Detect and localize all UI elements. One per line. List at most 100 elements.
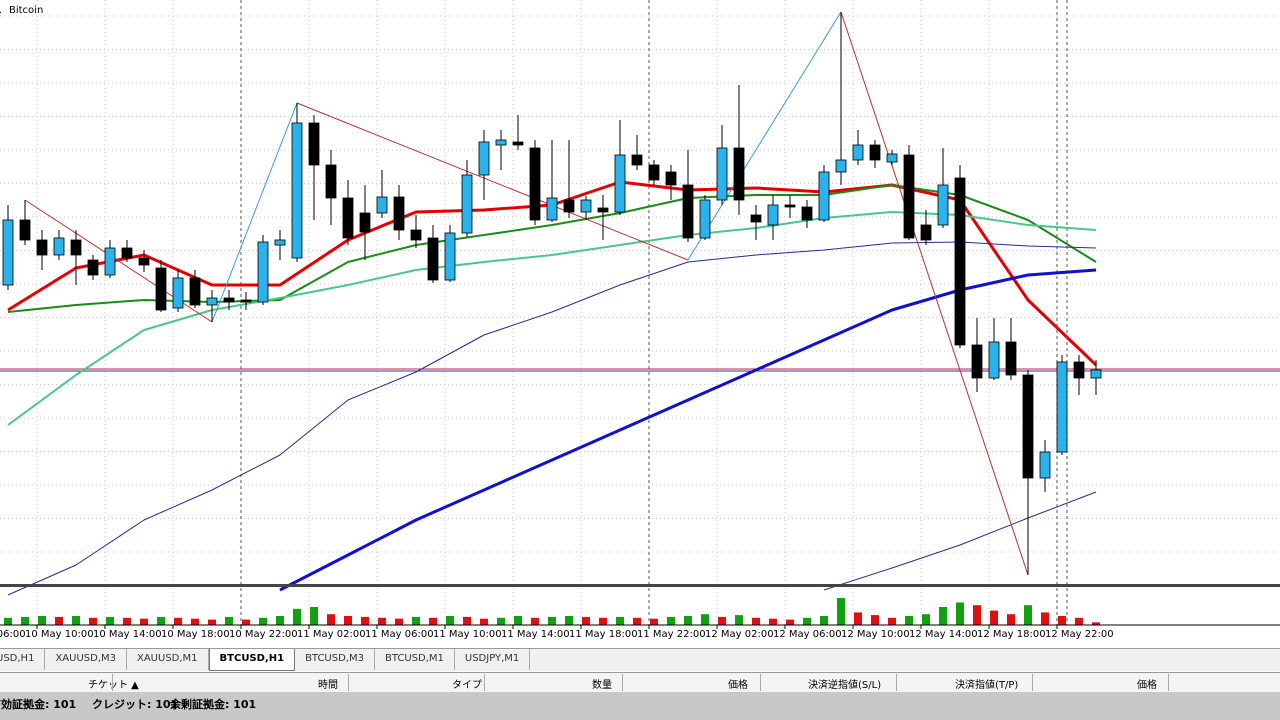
- volume-bar: [1075, 617, 1083, 625]
- candle-body: [308, 122, 320, 166]
- candle-body: [886, 153, 898, 163]
- candle-body: [954, 177, 966, 346]
- zigzag-leg: [687, 11, 842, 261]
- candle-body: [971, 344, 983, 379]
- candle-body: [665, 171, 677, 186]
- candle-body: [784, 204, 796, 208]
- candle-body: [104, 247, 116, 276]
- moving-average: [7, 211, 1097, 426]
- volume-bar: [939, 607, 947, 625]
- tab[interactable]: USD,H1: [0, 649, 46, 670]
- candle-body: [155, 267, 167, 311]
- volume-bar: [803, 617, 811, 625]
- volume-bar: [4, 617, 12, 625]
- volume-bar: [276, 616, 284, 625]
- candle-body: [393, 196, 405, 231]
- tab[interactable]: BTCUSD,H1: [208, 649, 296, 671]
- volume-bar: [463, 616, 471, 625]
- candle-body: [19, 219, 31, 241]
- candle-body: [1056, 361, 1068, 453]
- candle-body: [563, 199, 575, 213]
- tab-bar: USD,H1XAUUSD,M3XAUUSD,M1BTCUSD,H1BTCUSD,…: [0, 648, 1280, 671]
- volume-bar: [616, 616, 624, 625]
- volume-bar: [735, 615, 743, 625]
- volume-bar: [684, 616, 692, 625]
- column-header: 数量: [592, 680, 612, 691]
- candle-body: [257, 241, 269, 303]
- column-header: タイプ: [452, 680, 482, 691]
- column-divider: [760, 674, 761, 691]
- candle-body: [70, 239, 82, 256]
- column-divider: [484, 674, 485, 691]
- volume-bar: [854, 612, 862, 625]
- volume-bar: [701, 614, 709, 625]
- chart-title: Bitcoin: [9, 5, 43, 16]
- candle-body: [937, 184, 949, 226]
- volume-bar: [480, 618, 488, 625]
- candle-body: [1073, 361, 1085, 379]
- volume-bar: [582, 616, 590, 625]
- volume-bar: [786, 619, 794, 625]
- volume-bar: [140, 618, 148, 625]
- volume-bar: [293, 608, 301, 625]
- volume-bar: [157, 616, 165, 625]
- volume-bar: [327, 614, 335, 625]
- tab[interactable]: USDJPY,M1: [455, 649, 531, 670]
- candle-body: [478, 141, 490, 176]
- candle-body: [1005, 341, 1017, 376]
- volume-bar: [667, 616, 675, 625]
- volume-bar: [21, 616, 29, 625]
- column-header: チケット ▲: [88, 680, 139, 691]
- x-tick-label: 12 May 14:00: [909, 629, 978, 640]
- volume-bar: [531, 617, 539, 625]
- volume-bar: [871, 615, 879, 625]
- candle-body: [274, 239, 286, 246]
- volume-bar: [599, 617, 607, 625]
- candle-body: [512, 141, 524, 146]
- volume-bar: [837, 598, 845, 625]
- status-item: クレジット: 101: [92, 698, 179, 711]
- x-tick-label: 11 May 06:00: [365, 629, 434, 640]
- candle-body: [529, 147, 541, 221]
- volume-bar: [956, 602, 964, 625]
- candle-body: [87, 259, 99, 276]
- column-header: 価格: [728, 680, 748, 691]
- volume-bar: [123, 617, 131, 625]
- volume-bar: [72, 616, 80, 625]
- x-tick-label: 11 May 02:00: [297, 629, 366, 640]
- pane-separator: [0, 584, 1280, 587]
- volume-bar: [361, 616, 369, 625]
- candle-body: [852, 144, 864, 161]
- candle-body: [682, 184, 694, 239]
- volume-bar: [514, 616, 522, 625]
- candle-body: [410, 229, 422, 241]
- candle-body: [461, 174, 473, 234]
- volume-bar: [633, 617, 641, 625]
- volume-bar: [310, 607, 318, 625]
- moving-average: [7, 241, 1097, 596]
- x-tick-label: 11 May 10:00: [433, 629, 502, 640]
- tab[interactable]: BTCUSD,M1: [375, 649, 455, 670]
- volume-bar: [395, 618, 403, 625]
- zigzag-leg: [211, 102, 298, 323]
- tab[interactable]: XAUUSD,M1: [127, 649, 209, 670]
- volume-bar: [1007, 614, 1015, 625]
- moving-average: [823, 491, 1097, 591]
- table-header: チケット ▲ 時間 タイプ 数量 価格 決済逆指値(S/L) 決済指値(T/P) 価格: [0, 672, 1280, 693]
- x-tick-label: 12 May 06:00: [773, 629, 842, 640]
- candle-body: [1022, 374, 1034, 479]
- x-tick-label: 10 May 14:00: [93, 629, 162, 640]
- candle-body: [920, 224, 932, 241]
- tab[interactable]: XAUUSD,M3: [45, 649, 127, 670]
- volume-bar: [990, 610, 998, 625]
- column-header: 決済逆指値(S/L): [808, 680, 882, 691]
- moving-average: [7, 184, 1097, 313]
- column-header: 価格: [1137, 680, 1157, 691]
- candle-body: [835, 159, 847, 173]
- candle-body: [342, 197, 354, 239]
- volume-bar: [89, 617, 97, 625]
- candle-body: [631, 154, 643, 166]
- tab[interactable]: BTCUSD,M3: [295, 649, 375, 670]
